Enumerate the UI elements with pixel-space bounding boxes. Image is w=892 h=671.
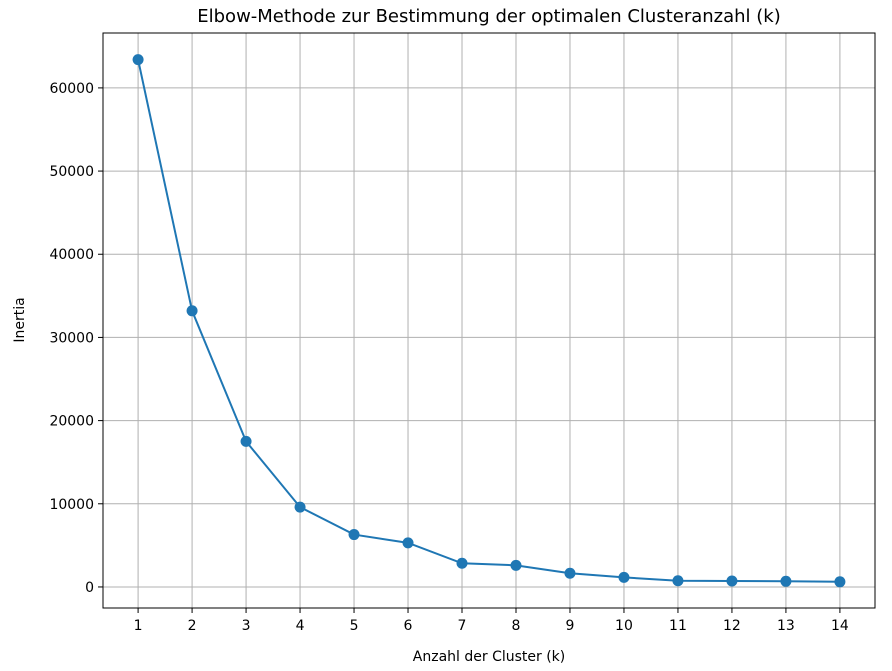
data-point — [834, 576, 846, 588]
x-tick-label: 1 — [134, 618, 143, 634]
data-point — [294, 501, 306, 513]
data-point — [780, 575, 792, 587]
data-point — [456, 557, 468, 569]
x-tick-label: 8 — [512, 618, 521, 634]
y-tick-label: 40000 — [49, 247, 94, 263]
data-point — [726, 575, 738, 587]
x-tick-label: 10 — [615, 618, 633, 634]
data-point — [510, 559, 522, 571]
data-point — [240, 435, 252, 447]
plot-frame — [102, 32, 876, 609]
x-tick-label: 11 — [669, 618, 687, 634]
data-point — [564, 567, 576, 579]
x-tick-label: 12 — [723, 618, 741, 634]
y-tick-label: 20000 — [49, 414, 94, 430]
data-point — [618, 571, 630, 583]
y-tick-label: 30000 — [49, 330, 94, 346]
x-tick-label: 4 — [296, 618, 305, 634]
y-tick-label: 0 — [85, 580, 94, 596]
y-tick-label: 60000 — [49, 81, 94, 97]
grid-lines — [103, 33, 875, 608]
data-point — [348, 529, 360, 541]
data-point — [132, 54, 144, 66]
x-tick-label: 14 — [831, 618, 849, 634]
x-tick-label: 7 — [458, 618, 467, 634]
x-tick-label: 3 — [242, 618, 251, 634]
series-line — [137, 59, 840, 583]
data-point — [402, 537, 414, 549]
y-tick-label: 50000 — [49, 164, 94, 180]
x-tick-label: 13 — [777, 618, 795, 634]
y-tick-label: 10000 — [49, 497, 94, 513]
chart-title: Elbow-Methode zur Bestimmung der optimal… — [197, 6, 781, 27]
axis-ticks: 1 2 3 4 5 6 7 8 9 10 11 12 13 14010000200003000040000… — [49, 81, 848, 634]
y-axis-label: Inertia — [12, 297, 28, 342]
series-layer — [132, 54, 846, 588]
x-axis-label: Anzahl der Cluster (k) — [413, 649, 565, 665]
x-tick-label: 6 — [404, 618, 413, 634]
x-tick-label: 9 — [566, 618, 575, 634]
data-point — [672, 575, 684, 587]
x-tick-label: 5 — [350, 618, 359, 634]
data-point — [186, 305, 198, 317]
x-tick-label: 2 — [188, 618, 197, 634]
